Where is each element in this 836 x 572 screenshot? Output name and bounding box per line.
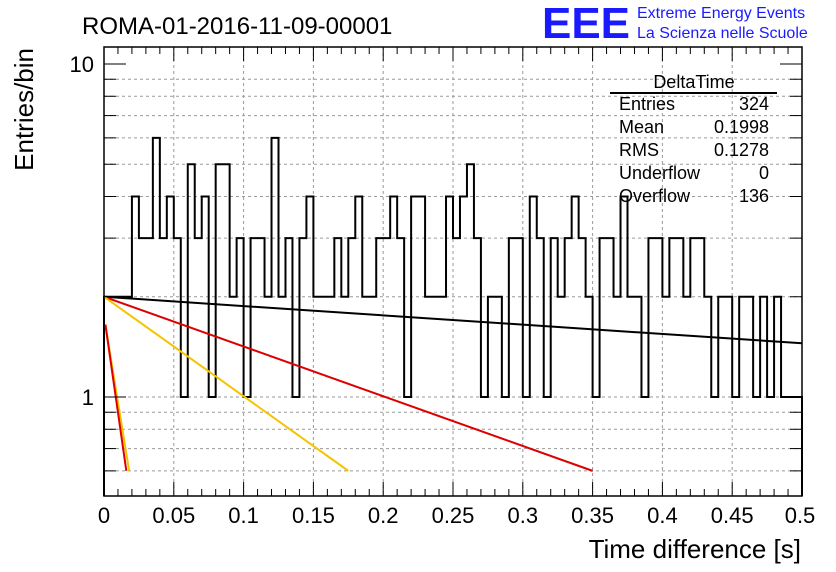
x-tick-label: 0.5 [785, 503, 816, 528]
stats-label: Underflow [619, 163, 701, 183]
fit-line [103, 295, 803, 345]
eee-logo: EEE Extreme Energy Events La Scienza nel… [542, 0, 808, 48]
stats-label: Mean [619, 117, 664, 137]
stats-box: DeltaTime Entries 324 Mean 0.1998 RMS 0.… [610, 72, 777, 206]
x-tick-label: 0.1 [228, 503, 259, 528]
eee-logo-letters: EEE [542, 0, 630, 48]
y-axis-label: Entries/bin [9, 48, 39, 171]
fit-line [103, 295, 349, 472]
fit-line [103, 295, 593, 472]
brand-line-2: La Scienza nelle Scuole [637, 25, 808, 42]
x-tick-label: 0 [98, 503, 110, 528]
y-tick-label: 10 [70, 52, 94, 77]
x-tick-label: 0.35 [571, 503, 614, 528]
x-tick-label: 0.4 [647, 503, 678, 528]
stats-box-title: DeltaTime [653, 72, 734, 92]
x-tick-label: 0.3 [508, 503, 539, 528]
stats-label: Overflow [619, 186, 691, 206]
x-tick-label: 0.45 [711, 503, 754, 528]
stats-label: RMS [619, 140, 659, 160]
fit-line [104, 324, 128, 472]
y-tick-label: 1 [82, 385, 94, 410]
stats-value: 0.1278 [714, 140, 769, 160]
stats-value: 324 [739, 94, 769, 114]
axis-ticks [103, 47, 803, 496]
x-axis-label: Time difference [s] [589, 534, 801, 564]
stats-label: Entries [619, 94, 675, 114]
x-tick-label: 0.05 [152, 503, 195, 528]
x-tick-labels: 0 0.05 0.1 0.15 0.2 0.25 0.3 0.35 0.4 0.… [98, 503, 815, 528]
x-tick-label: 0.2 [368, 503, 399, 528]
x-tick-label: 0.25 [432, 503, 475, 528]
stats-value: 136 [739, 186, 769, 206]
chart-title: ROMA-01-2016-11-09-00001 [82, 13, 392, 40]
stats-value: 0 [759, 163, 769, 183]
brand-line-1: Extreme Energy Events [637, 5, 805, 22]
y-tick-labels: 1 10 [70, 52, 94, 410]
stats-value: 0.1998 [714, 117, 769, 137]
fit-curves [103, 295, 803, 472]
x-tick-label: 0.15 [292, 503, 335, 528]
histogram-series [103, 136, 803, 496]
